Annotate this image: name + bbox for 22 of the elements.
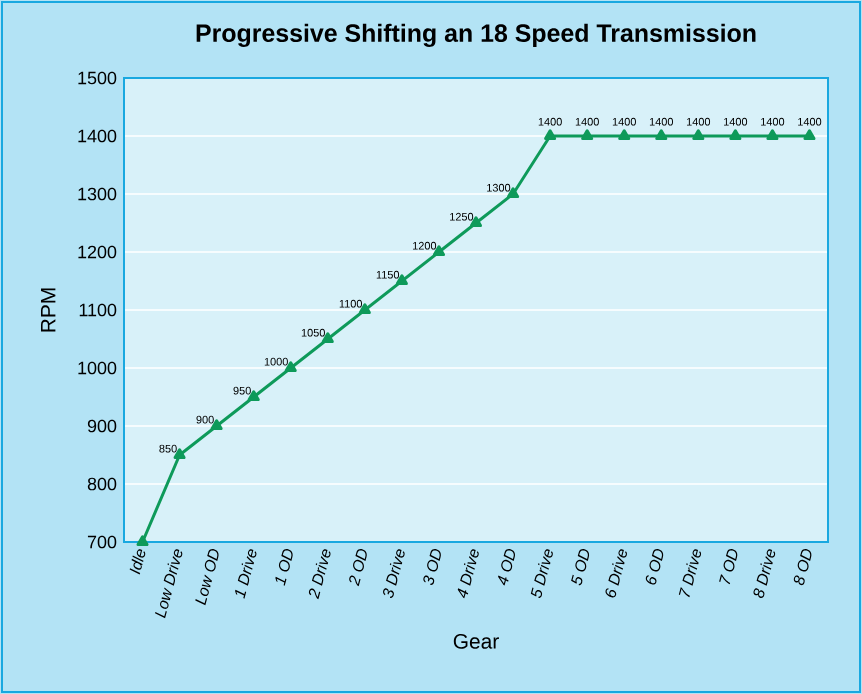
point: [618, 129, 631, 141]
y-tick-label: 1000: [78, 361, 117, 375]
point: [766, 129, 779, 141]
y-tick-label: 900: [87, 419, 117, 433]
point: [544, 129, 557, 141]
point: [803, 129, 816, 141]
y-tick-label: 1100: [79, 303, 117, 317]
y-tick-label: 800: [87, 477, 117, 491]
point: [136, 535, 149, 547]
point: [581, 129, 594, 141]
y-tick-label: 1500: [78, 71, 117, 85]
chart-title: Progressive Shifting an 18 Speed Transmission: [196, 23, 756, 48]
y-tick-label: 700: [87, 535, 117, 549]
y-tick-label: 1200: [78, 245, 117, 259]
y-tick-label: 1400: [78, 129, 117, 143]
point: [729, 129, 742, 141]
point: [655, 129, 668, 141]
point: [692, 129, 705, 141]
y-axis-title: RPM: [41, 288, 56, 332]
x-axis-title: Gear: [453, 633, 499, 649]
point: [470, 216, 483, 228]
y-tick-label: 1300: [78, 187, 117, 201]
